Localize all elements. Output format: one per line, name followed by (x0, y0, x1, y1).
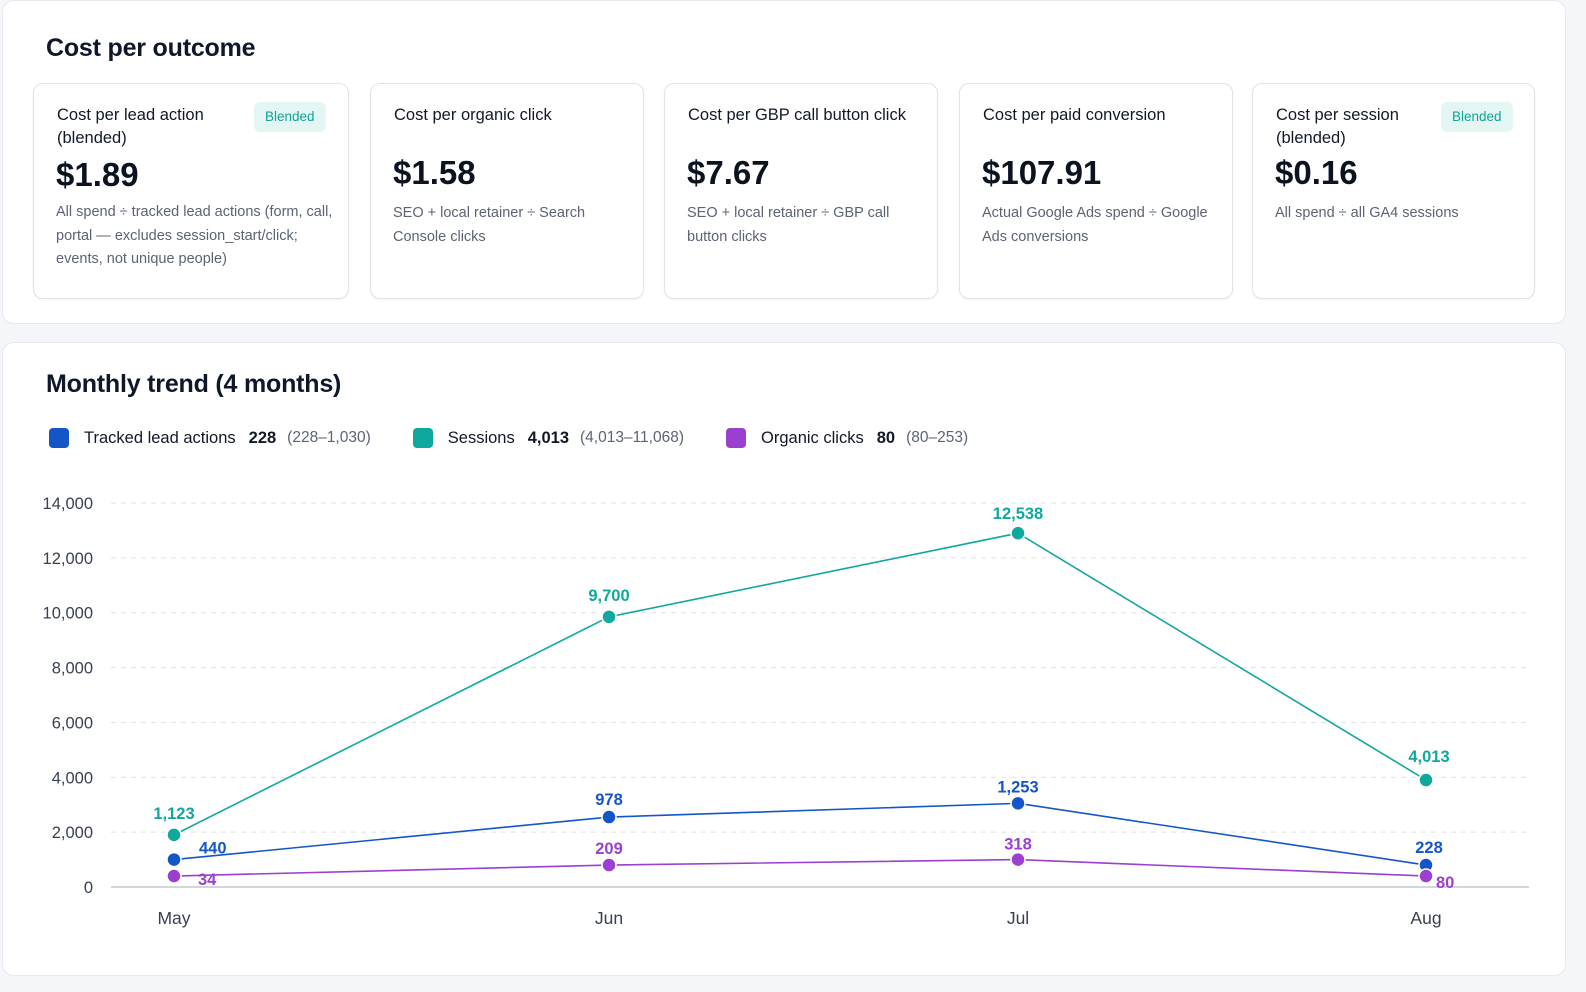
legend-label: Organic clicks (761, 428, 864, 447)
legend-item-tracked-lead-actions[interactable]: Tracked lead actions 228 (228–1,030) (49, 428, 371, 448)
data-label-sessions: 4,013 (1408, 748, 1449, 766)
data-label-sessions: 9,700 (588, 587, 629, 605)
cost-per-outcome-title: Cost per outcome (46, 34, 256, 62)
data-point-organic-clicks (601, 857, 617, 873)
legend-swatch (412, 428, 433, 448)
data-label-organic-clicks: 80 (1436, 874, 1454, 892)
card-description: All spend ÷ tracked lead actions (form, … (56, 204, 333, 267)
y-tick-label: 8,000 (52, 660, 93, 678)
y-tick-label: 6,000 (52, 714, 93, 732)
card-value: $0.16 (1275, 154, 1358, 191)
card-title: Cost per GBP call button click (688, 106, 906, 124)
legend-swatch (726, 428, 747, 448)
data-point-organic-clicks (1010, 851, 1026, 868)
data-label-sessions: 1,123 (153, 805, 194, 823)
data-point-tracked-lead-actions (166, 851, 182, 868)
legend-value: 80 (876, 428, 896, 447)
y-tick-label: 0 (84, 879, 93, 897)
legend-value: 228 (248, 428, 277, 447)
monthly-trend-chart: 0 2,000 4,000 6,000 8,000 10,000 12,000 14,000 M… (43, 495, 1529, 928)
chart-legend: Tracked lead actions 228 (228–1,030) Ses… (49, 427, 1010, 449)
card-cost-per-organic-click: Cost per organic click $1.58 SEO + local… (370, 83, 644, 299)
card-cost-per-session: Cost per session (blended) Blended $0.16… (1252, 83, 1535, 299)
legend-item-organic-clicks[interactable]: Organic clicks 80 (80–253) (726, 428, 968, 448)
legend-value: 4,013 (527, 428, 570, 447)
y-tick-label: 10,000 (43, 605, 93, 623)
y-tick-label: 2,000 (52, 824, 93, 842)
data-point-organic-clicks (166, 868, 182, 884)
legend-label: Tracked lead actions (84, 428, 236, 447)
card-title: Cost per lead action (blended) (57, 106, 204, 147)
monthly-trend-title: Monthly trend (4 months) (46, 370, 342, 398)
x-tick-label: May (157, 908, 190, 928)
monthly-trend-panel: Monthly trend (4 months) Tracked lead ac… (2, 342, 1566, 976)
card-cost-per-gbp-call: Cost per GBP call button click $7.67 SEO… (664, 83, 938, 299)
card-value: $7.67 (687, 154, 770, 191)
card-description: All spend ÷ all GA4 sessions (1275, 205, 1459, 221)
data-point-sessions (601, 609, 617, 625)
y-tick-label: 12,000 (43, 550, 93, 568)
data-point-sessions (166, 827, 182, 843)
card-value: $1.58 (393, 154, 476, 191)
legend-range: (4,013–11,068) (580, 429, 685, 446)
data-label-sessions: 12,538 (993, 505, 1043, 523)
legend-swatch (49, 428, 69, 448)
data-label-organic-clicks: 318 (1004, 836, 1032, 854)
data-label-organic-clicks: 34 (198, 871, 217, 889)
x-tick-label: Jun (595, 908, 623, 928)
x-tick-label: Aug (1410, 908, 1441, 928)
card-value: $107.91 (982, 154, 1102, 191)
series-line-tracked-lead-actions (173, 802, 1427, 866)
cost-per-outcome-panel: Cost per outcome Cost per lead action (b… (2, 0, 1566, 324)
card-value: $1.89 (56, 156, 139, 193)
x-tick-label: Jul (1007, 908, 1029, 928)
legend-range: (228–1,030) (287, 429, 371, 446)
data-label-tracked-lead-actions: 440 (199, 840, 227, 858)
data-label-tracked-lead-actions: 1,253 (997, 778, 1038, 796)
legend-range: (80–253) (906, 429, 969, 446)
card-title: Cost per organic click (394, 106, 552, 124)
card-description: SEO + local retainer ÷ GBP call button c… (687, 205, 890, 245)
data-point-tracked-lead-actions (601, 809, 617, 825)
series-line-organic-clicks (173, 858, 1427, 877)
data-point-organic-clicks (1418, 868, 1434, 884)
data-point-tracked-lead-actions (1010, 795, 1026, 812)
data-label-organic-clicks: 209 (595, 840, 623, 858)
y-tick-label: 14,000 (43, 495, 93, 513)
y-tick-label: 4,000 (52, 769, 93, 787)
data-point-sessions (1418, 772, 1434, 788)
card-title: Cost per session (blended) (1276, 106, 1399, 147)
card-cost-per-paid-conversion: Cost per paid conversion $107.91 Actual … (959, 83, 1233, 299)
data-point-sessions (1010, 525, 1026, 541)
blended-badge: Blended (254, 102, 326, 132)
legend-item-sessions[interactable]: Sessions 4,013 (4,013–11,068) (412, 428, 685, 448)
series-line-sessions (173, 532, 1427, 836)
card-cost-per-lead-action: Cost per lead action (blended) Blended $… (33, 83, 349, 299)
legend-label: Sessions (447, 428, 515, 447)
card-description: SEO + local retainer ÷ Search Console cl… (393, 205, 586, 245)
data-label-tracked-lead-actions: 978 (595, 791, 623, 809)
data-label-tracked-lead-actions: 228 (1415, 839, 1443, 857)
card-title: Cost per paid conversion (983, 106, 1166, 124)
blended-badge: Blended (1441, 102, 1513, 132)
card-description: Actual Google Ads spend ÷ Google Ads con… (982, 205, 1208, 245)
